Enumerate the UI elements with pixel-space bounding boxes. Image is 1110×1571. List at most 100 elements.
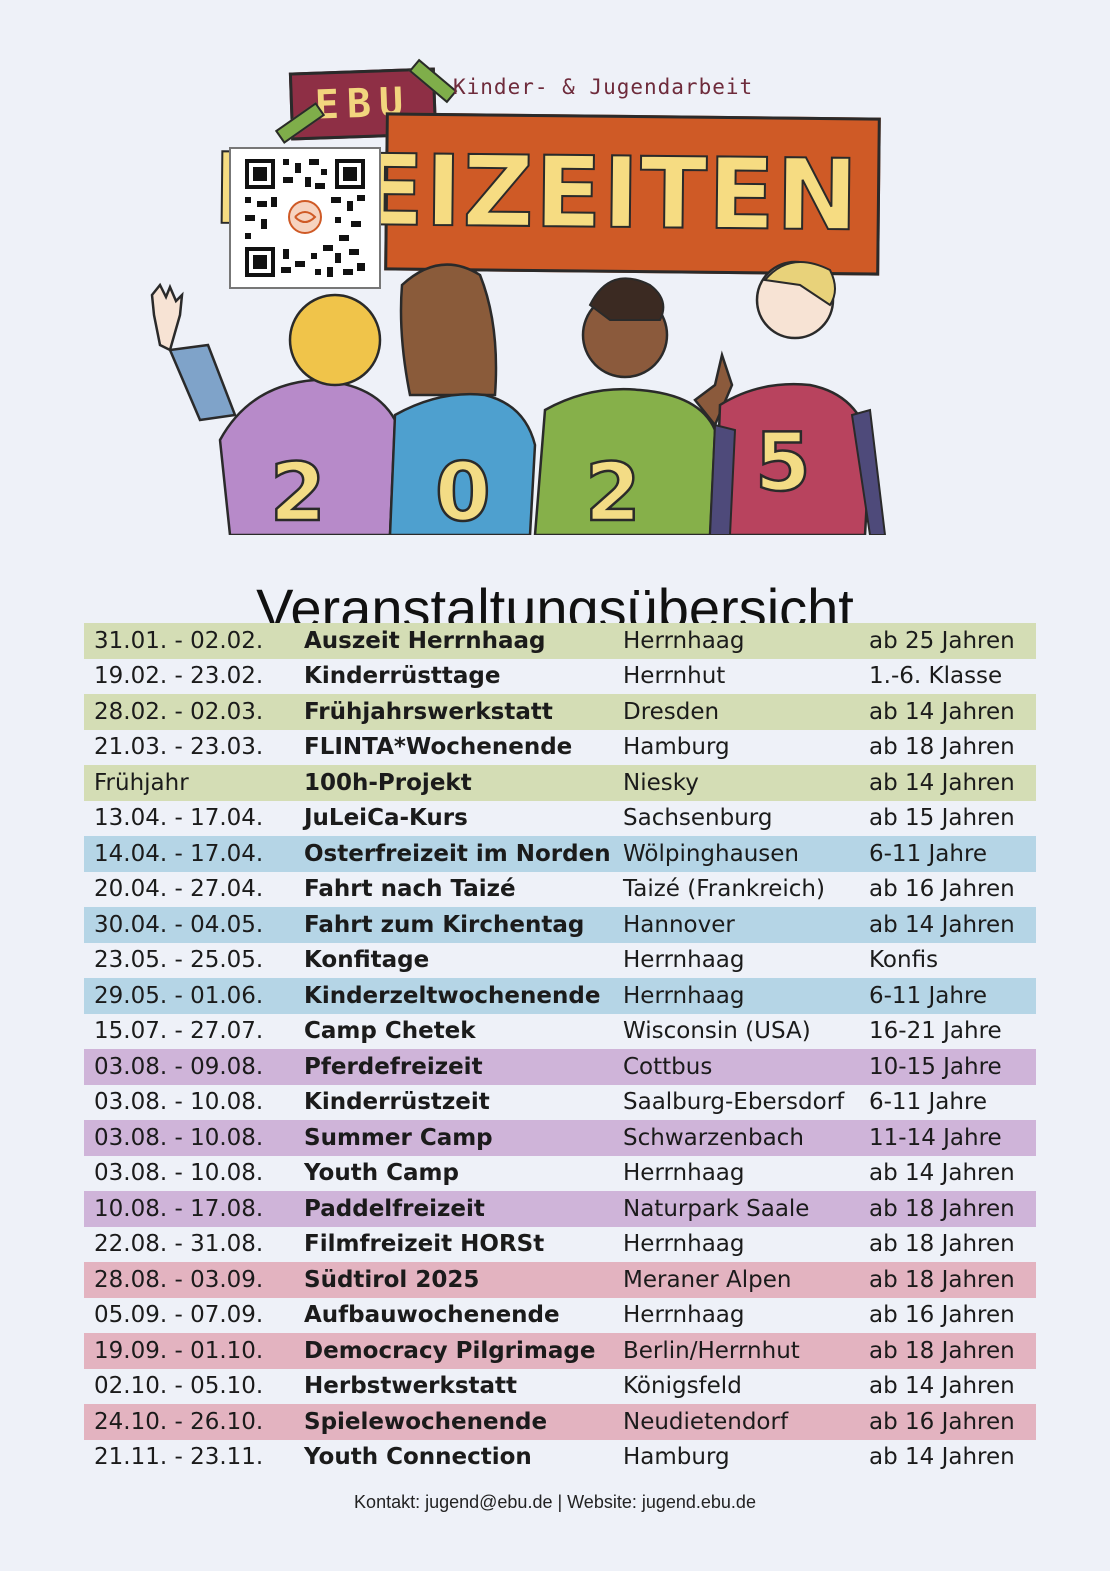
event-row: 15.07. - 27.07. Camp Chetek Wisconsin (USA… (84, 1014, 1036, 1050)
event-row: 03.08. - 09.08. Pferdefreizeit Cottbus 10-1… (84, 1049, 1036, 1085)
event-date: 19.09. - 01.10. (84, 1333, 294, 1369)
event-date: 19.02. - 23.02. (94, 663, 264, 690)
event-place: Cottbus (613, 1049, 859, 1085)
event-row: 03.08. - 10.08. Summer Camp Schwarzenbach 1… (84, 1120, 1036, 1156)
event-place: Berlin/Herrnhut (613, 1333, 859, 1369)
event-name: Youth Camp (304, 1160, 459, 1187)
event-date: 03.08. - 09.08. (84, 1049, 294, 1085)
year-digit-2: 0 (435, 446, 491, 535)
person-blue: 0 (388, 263, 537, 535)
event-name: Osterfreizeit im Norden (294, 836, 613, 872)
event-name: Kinderrüsttage (304, 663, 501, 690)
event-name: Herbstwerkstatt (304, 1373, 518, 1400)
event-name: Fahrt nach Taizé (304, 876, 516, 903)
event-row: 10.08. - 17.08. Paddelfreizeit Naturpark S… (84, 1191, 1036, 1227)
event-age: 6-11 Jahre (869, 1089, 988, 1116)
event-age: Konfis (869, 947, 939, 974)
event-row: 28.08. - 03.09. Südtirol 2025 Meraner Alpe… (84, 1262, 1036, 1298)
event-name: Pferdefreizeit (294, 1049, 613, 1085)
illustrated-people: 2 0 2 5 (150, 260, 887, 535)
event-row: 14.04. - 17.04. Osterfreizeit im Norden Wö… (84, 836, 1036, 872)
event-place: Wisconsin (USA) (623, 1018, 811, 1045)
event-age: ab 14 Jahren (869, 1160, 1015, 1187)
event-place: Niesky (613, 765, 859, 801)
event-date: 21.03. - 23.03. (94, 734, 264, 761)
event-row: 19.02. - 23.02. Kinderrüsttage Herrnhut 1.-… (84, 659, 1036, 695)
event-date: 03.08. - 10.08. (84, 1120, 294, 1156)
event-age: ab 14 Jahren (859, 907, 1036, 943)
event-row: 22.08. - 31.08. Filmfreizeit HORSt Herrnha… (84, 1227, 1036, 1263)
event-age: 10-15 Jahre (859, 1049, 1036, 1085)
event-date: 20.04. - 27.04. (94, 876, 264, 903)
header-subtitle: Kinder- & Jugendarbeit (453, 75, 754, 99)
year-digit-1: 2 (270, 446, 326, 535)
qr-code-pattern (245, 159, 365, 277)
event-date: 02.10. - 05.10. (94, 1373, 264, 1400)
event-age: ab 14 Jahren (859, 694, 1036, 730)
event-age: 11-14 Jahre (859, 1120, 1036, 1156)
event-date: 14.04. - 17.04. (84, 836, 294, 872)
footer-contact: Kontakt: jugend@ebu.de | Website: jugend… (354, 1492, 756, 1512)
event-date: 15.07. - 27.07. (94, 1018, 264, 1045)
event-age: ab 16 Jahren (869, 876, 1015, 903)
event-age: 16-21 Jahre (869, 1018, 1002, 1045)
event-age: ab 18 Jahren (859, 1262, 1036, 1298)
year-digit-3: 2 (585, 446, 641, 535)
event-name: Paddelfreizeit (294, 1191, 613, 1227)
event-age: ab 18 Jahren (869, 734, 1015, 761)
event-row: 29.05. - 01.06. Kinderzeltwochenende Herrn… (84, 978, 1036, 1014)
person-purple: 2 (150, 282, 397, 535)
event-row: 02.10. - 05.10. Herbstwerkstatt Königsfeld… (84, 1369, 1036, 1405)
event-place: Herrnhaag (623, 947, 745, 974)
event-place: Herrnhut (623, 663, 726, 690)
header-illustration: EBU Kinder- & Jugendarbeit FREIZEITEN (140, 55, 900, 535)
event-name: Konfitage (304, 947, 430, 974)
event-name: Kinderzeltwochenende (294, 978, 613, 1014)
event-row: 19.09. - 01.10. Democracy Pilgrimage Berli… (84, 1333, 1036, 1369)
event-age: ab 18 Jahren (869, 1231, 1015, 1258)
event-row: 31.01. - 02.02. Auszeit Herrnhaag Herrnhaa… (84, 623, 1036, 659)
event-name: Spielewochenende (294, 1404, 613, 1440)
event-name: Frühjahrswerkstatt (294, 694, 613, 730)
event-place: Herrnhaag (613, 623, 859, 659)
event-date: 10.08. - 17.08. (84, 1191, 294, 1227)
event-row: 05.09. - 07.09. Aufbauwochenende Herrnhaag… (84, 1298, 1036, 1334)
event-place: Dresden (613, 694, 859, 730)
event-date: 21.11. - 23.11. (94, 1444, 264, 1471)
event-place: Herrnhaag (613, 978, 859, 1014)
event-date: 30.04. - 04.05. (84, 907, 294, 943)
event-age: ab 14 Jahren (859, 765, 1036, 801)
event-place: Saalburg-Ebersdorf (623, 1089, 845, 1116)
event-date: 24.10. - 26.10. (84, 1404, 294, 1440)
event-row: 20.04. - 27.04. Fahrt nach Taizé Taizé (Fr… (84, 872, 1036, 908)
event-date: 29.05. - 01.06. (84, 978, 294, 1014)
event-age: 1.-6. Klasse (869, 663, 1003, 690)
year-digit-4: 5 (755, 416, 811, 509)
person-red: 5 (708, 260, 887, 535)
event-row: 23.05. - 25.05. Konfitage Herrnhaag Konfis (84, 943, 1036, 979)
event-place: Taizé (Frankreich) (623, 876, 825, 903)
event-age: ab 16 Jahren (859, 1404, 1036, 1440)
qr-code[interactable] (229, 147, 381, 289)
event-date: 13.04. - 17.04. (94, 805, 264, 832)
event-name: Südtirol 2025 (294, 1262, 613, 1298)
event-age: ab 16 Jahren (869, 1302, 1015, 1329)
event-row: 03.08. - 10.08. Youth Camp Herrnhaag ab 14 … (84, 1156, 1036, 1192)
event-row: 13.04. - 17.04. JuLeiCa-Kurs Sachsenburg ab… (84, 801, 1036, 837)
event-place: Herrnhaag (623, 1160, 745, 1187)
event-date: 03.08. - 10.08. (94, 1089, 264, 1116)
event-place: Hamburg (623, 1444, 730, 1471)
event-row: 21.03. - 23.03. FLINTA*Wochenende Hamburg a… (84, 730, 1036, 766)
event-name: Fahrt zum Kirchentag (294, 907, 613, 943)
event-name: Kinderrüstzeit (304, 1089, 490, 1116)
event-name: Youth Connection (304, 1444, 532, 1471)
event-age: ab 14 Jahren (869, 1373, 1015, 1400)
event-age: ab 18 Jahren (859, 1191, 1036, 1227)
event-place: Wölpinghausen (613, 836, 859, 872)
event-age: ab 18 Jahren (859, 1333, 1036, 1369)
event-name: Democracy Pilgrimage (294, 1333, 613, 1369)
event-place: Hamburg (623, 734, 730, 761)
event-place: Naturpark Saale (613, 1191, 859, 1227)
event-age: 6-11 Jahre (859, 978, 1036, 1014)
event-place: Herrnhaag (623, 1302, 745, 1329)
